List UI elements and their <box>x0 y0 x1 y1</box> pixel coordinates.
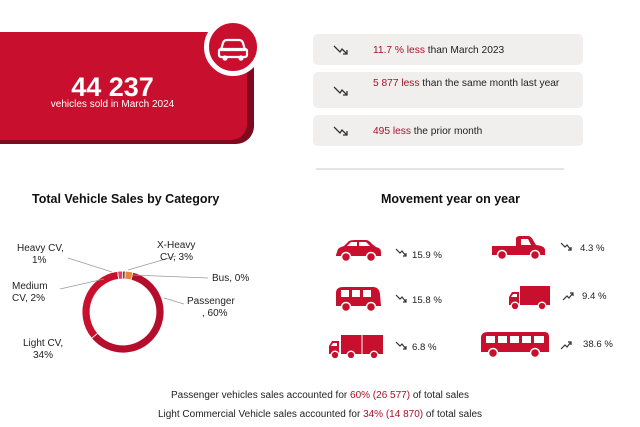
total-sales-value: 44 237 <box>71 72 154 102</box>
leader-line <box>59 278 105 290</box>
label-passenger: Passenger, 60% <box>187 296 235 319</box>
trend-down-icon <box>333 126 348 136</box>
donut-slice-passenger <box>91 271 165 354</box>
car-icon <box>336 240 381 263</box>
donut-slice-medium-cv <box>117 270 124 280</box>
trend-down-icon <box>395 341 407 350</box>
trend-down-icon <box>333 45 348 55</box>
lorry-icon <box>329 335 383 360</box>
stat-text: 11.7 % less than March 2023 <box>373 45 505 56</box>
trend-down-icon <box>395 294 407 303</box>
leader-line <box>131 274 209 279</box>
stat-text: 495 less the prior month <box>373 126 483 137</box>
movement-value-pickup: 4.3 % <box>580 243 605 254</box>
label-x-heavy-cv: X-Heavy CV, 3% <box>157 240 196 263</box>
trend-up-icon <box>560 341 572 350</box>
donut-slice-heavy-cv <box>122 270 126 280</box>
movement-value-truck: 9.4 % <box>582 291 607 302</box>
footer-lcv-share: Light Commercial Vehicle sales accounted… <box>157 409 483 420</box>
section-divider <box>316 168 564 170</box>
movement-value-lorry: 6.8 % <box>412 342 437 353</box>
movement-value-van: 15.8 % <box>412 295 442 306</box>
leader-line <box>67 257 113 273</box>
trend-down-icon <box>333 86 348 96</box>
stat-row-march-2023: 11.7 % less than March 2023 <box>313 34 583 65</box>
donut-slice-light-cv <box>81 270 120 339</box>
total-sales-caption: vehicles sold in March 2024 <box>50 99 175 110</box>
pickup-icon <box>492 236 545 261</box>
bus-icon <box>481 332 549 359</box>
movement-title: Movement year on year <box>381 192 520 206</box>
leader-line <box>163 297 185 305</box>
label-light-cv: Light CV, 34% <box>23 338 64 361</box>
label-bus: Bus, 0% <box>212 273 250 284</box>
chart-title: Total Vehicle Sales by Category <box>32 192 220 206</box>
movement-value-car: 15.9 % <box>412 250 442 261</box>
stat-row-prior-month: 495 less the prior month <box>313 115 583 146</box>
van-icon <box>336 287 381 313</box>
trend-up-icon <box>562 292 574 301</box>
stat-text: 5 877 less than the same month last year <box>373 78 560 89</box>
footer-passenger-share: Passenger vehicles sales accounted for 6… <box>171 390 469 401</box>
car-icon <box>204 18 262 76</box>
donut-slice-x-heavy-cv <box>124 270 134 281</box>
trend-down-icon <box>560 242 572 251</box>
stat-row-same-month: 5 877 less than the same month last year <box>313 72 583 108</box>
label-medium-cv: Medium CV, 2% <box>12 281 48 304</box>
label-heavy-cv: Heavy CV, 1% <box>17 243 64 266</box>
trend-down-icon <box>395 248 407 257</box>
truck-icon <box>509 286 550 311</box>
movement-value-bus: 38.6 % <box>583 339 613 350</box>
